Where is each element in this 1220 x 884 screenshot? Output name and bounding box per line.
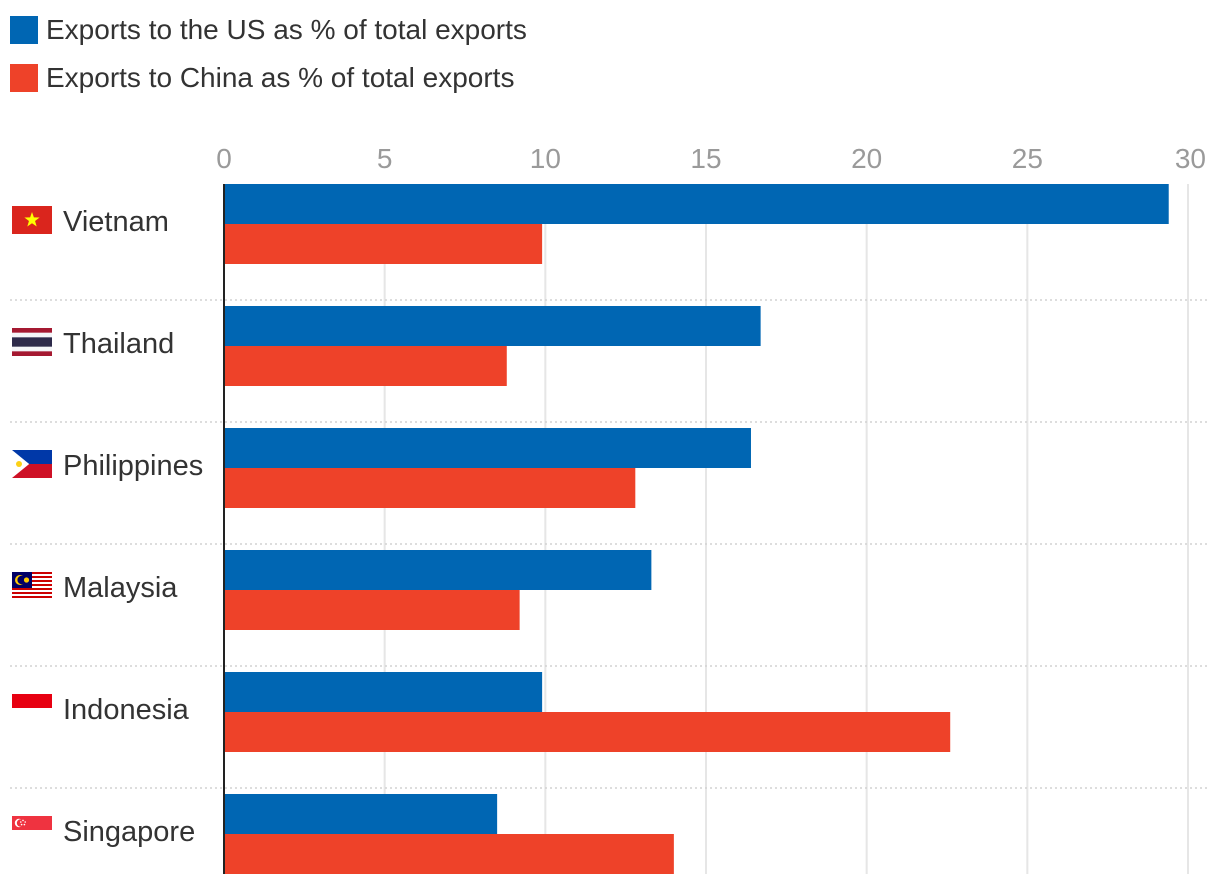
bar-us-thailand: [224, 306, 761, 346]
bar-china-philippines: [224, 468, 636, 508]
legend-swatch-china: [10, 64, 38, 92]
vietnam-flag-icon: [12, 206, 52, 234]
x-tick-label: 25: [1012, 143, 1043, 174]
singapore-flag-icon: [12, 816, 52, 844]
thailand-flag-icon: [12, 328, 52, 356]
category-label-indonesia: Indonesia: [63, 694, 190, 726]
bar-china-malaysia: [224, 590, 520, 630]
chart-legend: Exports to the US as % of total exports …: [10, 10, 527, 106]
bar-us-malaysia: [224, 550, 652, 590]
category-label-philippines: Philippines: [63, 450, 203, 482]
legend-label-us: Exports to the US as % of total exports: [46, 14, 527, 45]
bar-china-indonesia: [224, 712, 951, 752]
bar-us-indonesia: [224, 672, 543, 712]
x-tick-label: 10: [530, 143, 561, 174]
category-label-malaysia: Malaysia: [63, 572, 178, 604]
bar-china-singapore: [224, 834, 674, 874]
x-tick-label: 5: [377, 143, 393, 174]
x-tick-label: 15: [690, 143, 721, 174]
malaysia-flag-icon: [12, 572, 52, 600]
legend-item-china: Exports to China as % of total exports: [10, 58, 527, 98]
legend-swatch-us: [10, 16, 38, 44]
bar-china-thailand: [224, 346, 507, 386]
bar-us-philippines: [224, 428, 751, 468]
x-tick-label: 30: [1175, 143, 1206, 174]
category-label-singapore: Singapore: [63, 816, 195, 848]
indonesia-flag-icon: [12, 694, 52, 722]
legend-item-us: Exports to the US as % of total exports: [10, 10, 527, 50]
x-tick-label: 20: [851, 143, 882, 174]
bar-china-vietnam: [224, 224, 543, 264]
category-label-thailand: Thailand: [63, 328, 174, 360]
bar-us-vietnam: [224, 184, 1169, 224]
category-label-vietnam: Vietnam: [63, 206, 169, 238]
legend-label-china: Exports to China as % of total exports: [46, 62, 515, 93]
bar-us-singapore: [224, 794, 498, 834]
x-tick-label: 0: [216, 143, 232, 174]
philippines-flag-icon: [12, 450, 52, 478]
